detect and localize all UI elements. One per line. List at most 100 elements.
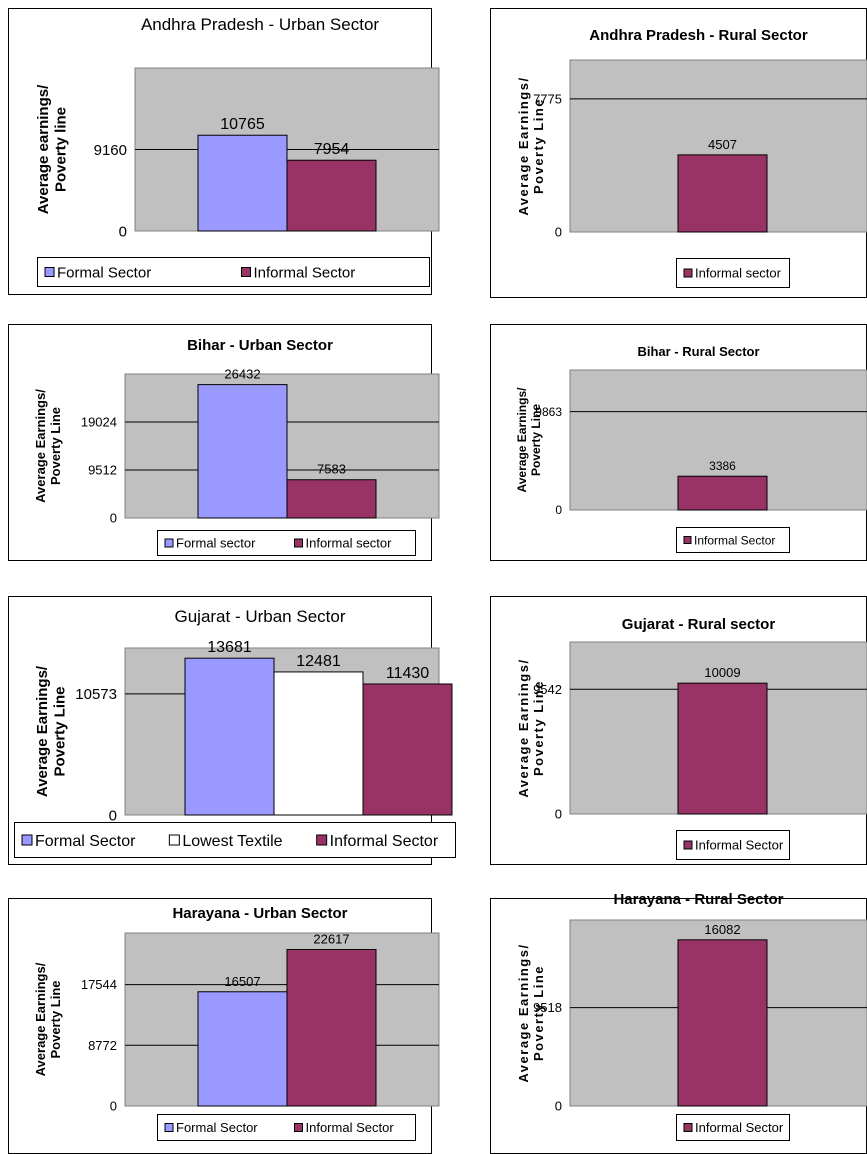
y-axis-label-line: Poverty Line	[529, 404, 543, 476]
chart-title: Bihar - Urban Sector	[187, 337, 333, 354]
legend-box	[157, 1114, 416, 1141]
chart-2: 0 7775 4507 Andhra Pradesh - Rural Sector Av…	[490, 8, 867, 298]
y-tick-label: 0	[555, 807, 562, 822]
legend-box	[676, 258, 790, 288]
legend-swatch	[164, 538, 174, 548]
bar	[362, 683, 453, 816]
y-axis-label: Average Earnings/Poverty Line	[516, 943, 546, 1082]
legend-label: Formal Sector	[35, 833, 136, 850]
y-axis-label-line: Average Earnings/	[33, 389, 48, 503]
y-axis-label-line: Average Earnings/	[516, 943, 531, 1082]
y-tick-label: 7775	[533, 91, 562, 106]
legend-label: Informal Sector	[695, 838, 784, 853]
data-label: 10765	[220, 116, 265, 133]
y-axis-label-line: Poverty Line	[531, 965, 546, 1061]
y-axis-label-line: Average Earnings/	[516, 76, 531, 215]
bar	[677, 154, 768, 233]
y-tick-label: 9542	[533, 682, 562, 697]
chart-5: 0 10573 13681 12481 11430 Gujarat - Urban Sec…	[8, 596, 456, 865]
bar	[677, 939, 768, 1107]
chart-title: Gujarat - Rural sector	[622, 616, 776, 633]
y-axis-label: Average Earnings/Poverty Line	[516, 658, 546, 797]
legend-label: Informal Sector	[694, 533, 775, 547]
data-label: 3386	[709, 459, 736, 473]
bar	[286, 948, 377, 1107]
chart-title: Gujarat - Urban Sector	[174, 607, 345, 626]
y-axis-label: Average Earnings/Poverty Line	[515, 387, 543, 493]
legend-swatch	[683, 1123, 693, 1132]
legend-box	[676, 527, 790, 553]
legend-label: Formal Sector	[57, 264, 151, 281]
chart-7: 0 8772 17544 16507 22617 Harayana - Urban Sec…	[8, 898, 440, 1154]
y-tick-label: 0	[119, 223, 127, 240]
legend-swatch	[683, 840, 693, 850]
bar	[197, 991, 288, 1107]
bar	[273, 671, 364, 816]
bar	[677, 682, 768, 815]
chart-6: 0 9542 10009 Gujarat - Rural sector Average …	[490, 596, 867, 865]
chart-4: 0 9863 3386 Bihar - Rural Sector Average Ear…	[490, 324, 867, 561]
y-axis-label: Average Earnings/Poverty Line	[33, 962, 63, 1076]
legend-swatch	[294, 538, 303, 548]
y-axis-label: Average Earnings/Poverty Line	[516, 76, 546, 215]
chart-title: Andhra Pradesh - Rural Sector	[589, 27, 808, 44]
bar	[286, 479, 377, 519]
chart-8: 0 9518 16082 Harayana - Rural Sector Average…	[490, 891, 867, 1154]
y-axis-label-line: Average Earnings/	[33, 962, 48, 1076]
legend-label: Informal Sector	[330, 833, 439, 850]
y-axis-label-line: Poverty Line	[48, 980, 63, 1058]
y-tick-label: 0	[110, 511, 117, 526]
legend-swatch	[44, 267, 55, 277]
legend-box	[37, 257, 430, 287]
data-label: 7954	[314, 141, 350, 158]
y-axis-label-line: Poverty Line	[48, 407, 63, 485]
data-label: 10009	[704, 665, 740, 680]
legend-box	[676, 1114, 790, 1141]
legend-label: Lowest Textile	[182, 833, 282, 850]
y-tick-label: 17544	[81, 977, 117, 992]
y-axis-label-line: Average Earnings/	[34, 665, 51, 797]
legend-box	[676, 830, 790, 860]
y-tick-label: 10573	[75, 686, 117, 703]
legend-swatch	[294, 1123, 303, 1132]
y-tick-label: 0	[555, 225, 562, 240]
bar	[286, 159, 377, 232]
chart-1: 0 9160 10765 7954 Andhra Pradesh - Urban Sec…	[8, 8, 440, 295]
legend-label: Informal Sector	[254, 264, 356, 281]
bar	[184, 657, 275, 816]
legend-swatch	[168, 834, 180, 846]
data-label: 4507	[708, 137, 737, 152]
y-axis-label: Average earnings/Poverty line	[35, 84, 69, 214]
legend-swatch	[683, 536, 692, 544]
chart-title: Andhra Pradesh - Urban Sector	[141, 15, 379, 34]
y-tick-label: 0	[109, 807, 117, 824]
y-axis-label-line: Poverty line	[52, 107, 69, 192]
y-tick-label: 0	[110, 1099, 117, 1114]
data-label: 16507	[224, 974, 260, 989]
chart-title: Harayana - Rural Sector	[613, 891, 783, 908]
y-axis-label-line: Poverty Line	[531, 680, 546, 776]
y-axis-label-line: Average Earnings/	[515, 387, 529, 493]
legend-swatch	[316, 834, 328, 846]
y-axis-label-line: Average Earnings/	[516, 658, 531, 797]
chart-title: Bihar - Rural Sector	[637, 344, 759, 359]
data-label: 12481	[296, 653, 341, 670]
legend-label: Informal sector	[306, 536, 393, 551]
data-label: 26432	[224, 367, 260, 382]
legend-label: Informal sector	[695, 266, 782, 281]
data-label: 13681	[207, 639, 252, 656]
y-axis-label: Average Earnings/Poverty Line	[33, 389, 63, 503]
legend-swatch	[21, 834, 33, 846]
data-label: 16082	[704, 922, 740, 937]
y-axis-label-line: Poverty Line	[531, 98, 546, 194]
legend-label: Informal Sector	[695, 1120, 784, 1135]
y-tick-label: 0	[555, 1099, 562, 1114]
bar	[677, 475, 768, 511]
y-tick-label: 9518	[533, 1000, 562, 1015]
chart-3: 0 9512 19024 26432 7583 Bihar - Urban Sector A…	[8, 324, 440, 561]
y-tick-label: 19024	[81, 415, 117, 430]
legend-swatch	[683, 268, 693, 278]
y-tick-label: 0	[555, 503, 562, 517]
y-tick-label: 9512	[88, 463, 117, 478]
